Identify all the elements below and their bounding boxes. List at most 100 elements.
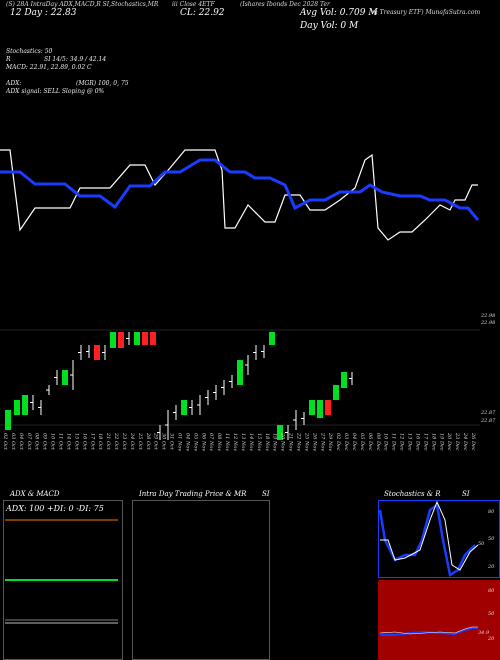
day-volume: Day Vol: 0 M	[300, 21, 359, 31]
stochastics-d-line	[380, 500, 479, 571]
intraday-panel-title: Intra Day Trading Price & MR	[139, 490, 247, 498]
header-ticker: iii Close 4ETF	[172, 1, 215, 8]
candle-body	[94, 345, 100, 360]
price-top2-label: 22.98	[480, 313, 495, 319]
candlestick-group	[5, 332, 353, 440]
price-line	[0, 149, 478, 241]
candle-body	[325, 400, 331, 415]
date-label: 28 Oct	[145, 432, 151, 451]
date-label: 07 Oct	[26, 433, 32, 451]
date-label: 04 Oct	[18, 433, 24, 451]
mgr-value: (MGR) 100, 0, 75	[76, 80, 129, 87]
date-label: 13 Nov	[240, 433, 246, 451]
stochastics-value: Stochastics: 50	[6, 48, 53, 55]
date-axis: 02 Oct 03 Oct 04 Oct 07 Oct 08 Oct 09 Oct 10 O…	[2, 432, 476, 451]
date-label: 26 Nov	[311, 432, 317, 451]
date-label: 31 Oct	[169, 433, 175, 451]
stoch-panel-si: SI	[462, 490, 470, 498]
date-label: 29 Oct	[153, 432, 159, 451]
price-top-label: 22.98	[480, 320, 495, 326]
date-label: 18 Oct	[97, 433, 103, 451]
candle-body	[142, 332, 148, 345]
date-label: 10 Oct	[50, 433, 56, 451]
date-label: 20 Dec	[446, 432, 452, 451]
date-label: 15 Nov	[256, 433, 262, 451]
rsi-tick-80: 80	[488, 588, 495, 594]
price-bottom2-label: 22.87	[480, 418, 496, 424]
date-label: 08 Oct	[34, 433, 40, 451]
rsi-current-value: 34.9	[478, 630, 490, 636]
date-label: 25 Nov	[303, 432, 309, 451]
candle-body	[309, 400, 315, 415]
date-label: 11 Oct	[58, 433, 64, 451]
candle-body	[22, 395, 28, 415]
date-label: 09 Oct	[42, 433, 48, 451]
date-label: 11 Nov	[224, 433, 230, 451]
date-label: 22 Nov	[296, 432, 302, 451]
header-fund-title: (Ishares Ibonds Dec 2028 Ter	[240, 1, 330, 8]
date-label: 05 Nov	[192, 433, 198, 451]
candle-body	[237, 360, 243, 385]
stochastics-k-line	[378, 502, 476, 578]
date-label: 13 Dec	[407, 433, 413, 451]
close-label: CL: 22.92	[180, 8, 225, 18]
intraday-panel-si: SI	[262, 490, 270, 498]
candle-body	[277, 425, 283, 440]
candle-body	[62, 370, 68, 385]
stoch-current-value: 50	[478, 541, 485, 547]
candle-body	[333, 385, 339, 400]
date-label: 19 Dec	[438, 433, 444, 451]
adx-signal: ADX signal: SELL Sloping @ 0%	[6, 88, 105, 95]
date-label: 24 Dec	[462, 432, 468, 451]
date-label: 12 Nov	[232, 433, 238, 451]
date-label: 26 Dec	[470, 432, 476, 451]
r-label: R	[6, 56, 11, 63]
date-label: 05 Dec	[359, 433, 365, 451]
date-label: 11 Dec	[391, 433, 397, 451]
date-label: 21 Nov	[288, 432, 294, 451]
date-label: 19 Nov	[272, 433, 278, 451]
macd-value: MACD: 22.91, 22.89, 0.02 C	[6, 64, 92, 71]
date-label: 17 Oct	[89, 433, 95, 451]
si-value: SI 14/5: 34.9 / 42.14	[44, 56, 107, 63]
date-label: 14 Oct	[66, 433, 72, 451]
candle-body	[181, 400, 187, 415]
date-label: 09 Dec	[375, 433, 381, 451]
date-label: 10 Dec	[383, 433, 389, 451]
stoch-tick-80: 80	[488, 509, 495, 515]
date-label: 17 Dec	[422, 433, 428, 451]
day-change: 12 Day : 22.83	[10, 8, 77, 18]
date-label: 12 Dec	[399, 433, 405, 451]
date-label: 23 Dec	[454, 432, 460, 451]
date-label: 02 Dec	[335, 433, 341, 451]
date-label: 21 Oct	[105, 432, 111, 451]
date-label: 30 Oct	[161, 433, 167, 451]
date-label: 27 Nov	[319, 432, 325, 451]
rsi-white-line	[379, 626, 478, 635]
date-label: 23 Oct	[121, 432, 127, 451]
date-label: 29 Nov	[327, 432, 333, 451]
date-label: 04 Dec	[351, 433, 357, 451]
header-fund-title-2: m Treasury ETF) MunafaSutra.com	[372, 9, 481, 16]
date-label: 22 Oct	[113, 432, 119, 451]
candle-body	[317, 400, 323, 418]
date-label: 02 Oct	[2, 433, 8, 451]
avg-volume: Avg Vol: 0.709 M	[300, 8, 378, 18]
candle-body	[14, 400, 20, 415]
candle-body	[110, 332, 116, 348]
date-label: 16 Oct	[81, 433, 87, 451]
date-label: 04 Nov	[184, 433, 190, 451]
date-label: 03 Dec	[343, 433, 349, 451]
date-label: 08 Nov	[216, 433, 222, 451]
candle-body	[134, 332, 140, 345]
date-label: 06 Dec	[367, 433, 373, 451]
date-label: 06 Nov	[200, 433, 206, 451]
rsi-tick-20: 20	[487, 636, 495, 642]
candle-body	[341, 372, 347, 388]
stoch-panel-title: Stochastics & R	[384, 490, 441, 498]
date-label: 25 Oct	[137, 432, 143, 451]
stoch-tick-50: 50	[488, 536, 495, 542]
